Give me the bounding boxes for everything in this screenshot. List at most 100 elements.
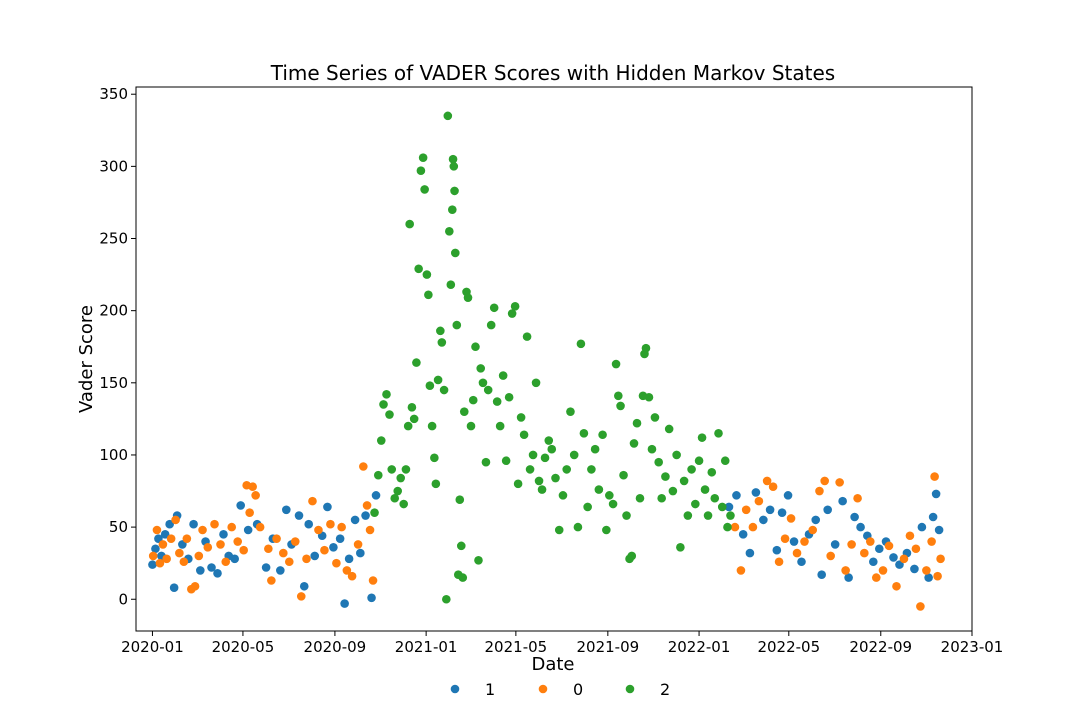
point-series-1-63 [869,557,878,567]
point-series-2-85 [579,429,589,438]
point-series-2-124 [703,511,713,520]
y-tick-label: 200 [99,302,128,320]
point-series-2-90 [598,430,607,440]
point-series-1-50 [783,491,793,500]
point-series-0-33 [302,554,311,564]
point-series-1-19 [243,525,253,535]
point-series-2-93 [608,499,618,509]
point-series-2-58 [492,397,502,406]
point-series-2-31 [442,594,451,604]
point-series-0-80 [933,571,942,581]
point-series-1-51 [789,537,799,546]
point-series-0-22 [245,508,254,517]
point-series-2-72 [534,476,544,486]
point-series-0-19 [233,537,242,546]
point-series-2-121 [694,456,704,466]
point-series-0-46 [368,576,378,585]
y-tick-label: 150 [99,374,128,392]
point-series-2-116 [676,543,685,552]
point-series-2-95 [614,391,623,401]
y-tick-label: 250 [99,230,128,248]
point-series-2-81 [566,407,575,416]
point-series-2-24 [427,421,437,431]
point-series-2-59 [495,421,505,431]
x-tick-label: 2023-01 [941,638,1004,656]
point-series-1-6 [169,583,179,593]
point-series-0-27 [267,576,276,585]
point-series-2-114 [668,486,678,496]
point-series-2-73 [537,485,547,494]
point-series-2-50 [471,342,480,352]
point-series-2-48 [466,421,476,431]
point-series-2-45 [459,407,469,416]
point-series-0-43 [359,462,368,471]
point-series-2-118 [683,511,693,520]
x-tick-label: 2021-09 [576,638,639,656]
point-series-0-6 [171,515,180,525]
point-series-2-119 [687,465,696,474]
point-series-2-35 [448,205,457,214]
point-series-2-63 [507,309,517,318]
point-series-2-128 [717,502,727,512]
point-series-0-59 [808,525,818,535]
point-series-0-73 [899,554,909,564]
point-series-2-100 [627,551,637,561]
point-series-0-41 [347,571,357,581]
x-tick-label: 2022-01 [668,638,731,656]
point-series-0-68 [866,537,875,546]
point-series-0-0 [148,551,158,561]
point-series-2-32 [443,111,453,121]
point-series-1-71 [924,573,933,582]
point-series-2-60 [498,371,508,380]
point-series-1-66 [889,553,898,562]
point-series-0-1 [152,525,162,535]
point-series-2-7 [390,493,400,503]
point-series-1-44 [745,548,755,558]
point-series-1-57 [830,540,840,549]
point-series-0-48 [736,566,746,575]
y-tick-label: 50 [109,518,128,536]
y-axis-label: Vader Score [76,305,97,413]
point-series-2-87 [587,465,596,474]
point-series-2-0 [370,508,379,517]
point-series-0-60 [815,486,824,496]
point-series-1-32 [329,543,338,552]
point-series-2-111 [657,493,666,503]
point-series-1-5 [165,519,174,529]
point-series-1-37 [356,548,365,558]
point-series-2-12 [403,421,413,431]
point-series-2-69 [525,465,535,474]
point-series-2-120 [691,499,700,509]
point-series-2-66 [516,413,526,422]
point-series-2-122 [697,433,707,442]
point-series-0-31 [290,537,300,546]
point-series-0-58 [800,537,809,546]
point-series-0-64 [841,566,850,575]
point-series-1-38 [361,511,370,520]
point-series-2-103 [635,493,645,503]
point-series-1-61 [856,522,865,532]
point-series-2-109 [650,413,660,422]
point-series-2-57 [489,303,499,313]
point-series-0-39 [337,522,346,532]
point-series-2-30 [439,385,449,395]
point-series-0-81 [936,554,945,564]
point-series-0-42 [353,540,363,549]
point-series-0-74 [905,531,915,541]
x-axis-ticks: 2020-01 2020-05 2020-09 2021-01 2021-05 2021-… [121,631,1003,656]
point-series-1-1 [151,544,160,554]
point-series-2-55 [483,385,493,395]
point-series-0-66 [853,493,862,503]
point-series-2-62 [504,392,514,402]
point-series-2-67 [519,430,529,440]
point-series-0-15 [210,519,219,529]
point-series-2-25 [430,453,439,463]
point-series-0-52 [762,476,772,486]
point-series-2-83 [573,522,583,532]
point-series-1-23 [276,566,285,575]
point-series-2-26 [431,479,441,489]
point-series-1-70 [917,522,927,532]
point-series-1-26 [294,511,304,520]
point-series-1-59 [844,573,853,582]
